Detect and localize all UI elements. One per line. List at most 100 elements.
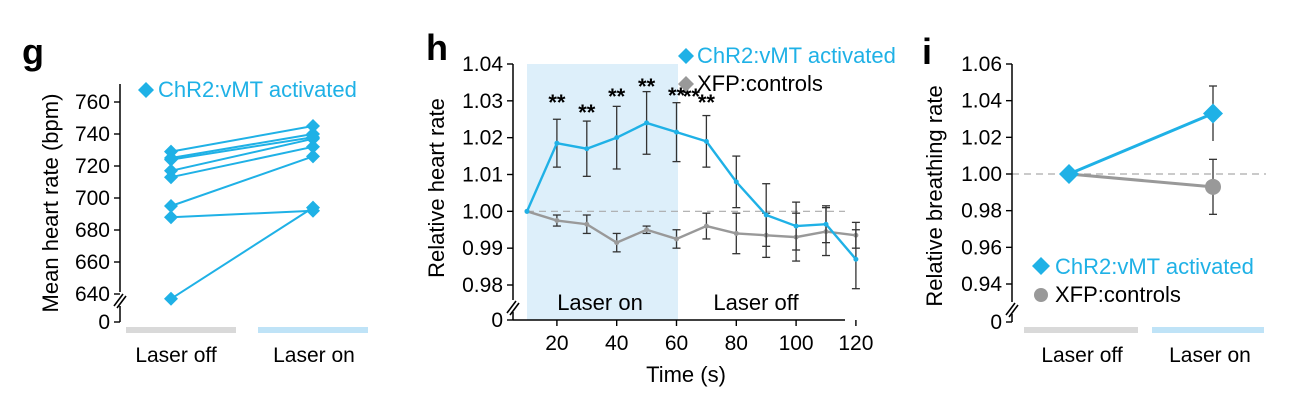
data-point — [164, 291, 178, 306]
y-axis-label: Relative heart rate — [424, 98, 449, 278]
series-line-chr2 — [1068, 112, 1214, 176]
significance-marker: ** — [638, 74, 656, 99]
legend-label-chr2: ChR2:vMT activated — [158, 77, 357, 102]
data-point — [164, 210, 178, 225]
y-tick-label: 0 — [98, 311, 110, 334]
data-point — [823, 221, 829, 227]
x-tick-label: 100 — [779, 332, 814, 355]
y-tick-label: 1.00 — [961, 163, 1002, 186]
laser-on-bar — [1152, 327, 1264, 333]
x-tick-label: 80 — [725, 332, 748, 355]
data-point — [674, 236, 679, 242]
data-point — [306, 139, 320, 154]
y-tick-label: 1.06 — [961, 53, 1002, 76]
y-tick-label: 1.00 — [462, 200, 503, 223]
data-point — [164, 199, 178, 213]
data-point — [733, 230, 739, 236]
x-tick-label: 40 — [605, 332, 628, 355]
legend-marker-xfp — [678, 76, 694, 92]
axis-break-mark — [506, 300, 520, 316]
y-tick-label: 0.98 — [462, 274, 503, 297]
data-point — [306, 119, 320, 133]
panel-letter-h: h — [426, 27, 448, 68]
y-axis-label: Relative breathing rate — [922, 85, 947, 306]
data-point — [306, 131, 320, 146]
data-point — [584, 221, 590, 227]
legend-label-chr2: ChR2:vMT activated — [1055, 254, 1254, 279]
data-point — [733, 179, 739, 185]
legend-label-xfp: XFP:controls — [697, 71, 823, 96]
data-point — [703, 223, 709, 229]
data-point — [644, 227, 650, 233]
x-category-label: Laser on — [273, 344, 355, 367]
data-point-chr2 — [1203, 103, 1223, 124]
data-point — [853, 256, 859, 262]
legend-marker-chr2 — [138, 82, 154, 98]
data-point — [674, 129, 679, 135]
y-tick-label: 1.03 — [462, 90, 503, 113]
data-point-xfp — [1205, 178, 1221, 195]
legend-marker-chr2 — [1032, 257, 1050, 275]
paired-line — [170, 206, 314, 300]
paired-line — [170, 137, 314, 172]
y-tick-label: 1.02 — [961, 126, 1002, 149]
laser-on-bar — [258, 327, 368, 333]
series-line-xfp — [1068, 172, 1214, 189]
y-axis-label: Mean heart rate (bpm) — [38, 94, 63, 313]
y-tick-label: 0.96 — [961, 236, 1002, 259]
y-tick-label: 1.04 — [961, 90, 1002, 113]
region-label-laser-off: Laser off — [713, 290, 799, 315]
x-category-label: Laser on — [1169, 344, 1251, 367]
paired-line — [170, 125, 314, 153]
y-tick-label: 740 — [75, 123, 110, 146]
y-tick-label: 720 — [75, 155, 110, 178]
laser-off-bar — [126, 327, 236, 333]
data-point — [306, 200, 320, 215]
series-line — [525, 121, 857, 260]
significance-marker: ** — [578, 100, 596, 125]
legend-label-chr2: ChR2:vMT activated — [697, 43, 896, 68]
paired-line — [170, 145, 314, 179]
data-point — [614, 240, 620, 246]
y-tick-label: 700 — [75, 187, 110, 210]
data-point — [164, 170, 178, 185]
data-point — [164, 152, 178, 167]
y-tick-label: 0 — [491, 309, 503, 332]
significance-marker: ** — [668, 83, 686, 108]
data-point — [793, 223, 799, 229]
panel-h-chart: 0 0.98 0.99 1.00 1.01 1.02 1.03 1.04 20 40 60 80 100… — [424, 43, 896, 387]
x-category-label: Laser off — [1041, 344, 1122, 367]
series-line — [526, 210, 857, 244]
significance-marker: ** — [608, 84, 626, 109]
data-point — [763, 212, 769, 218]
paired-line — [170, 155, 314, 207]
y-tick-label: 760 — [75, 91, 110, 114]
data-point-chr2 — [1059, 164, 1079, 184]
panel-i-chart: 0 0.94 0.96 0.98 1.00 1.02 1.04 1.06 Relative br… — [922, 53, 1266, 367]
y-tick-label: 0.94 — [961, 273, 1002, 296]
axis-break-mark — [1005, 302, 1019, 318]
axis-break-mark — [113, 293, 127, 309]
data-point — [584, 146, 590, 152]
legend-marker-chr2 — [678, 48, 694, 64]
y-tick-label: 640 — [75, 283, 110, 306]
significance-marker: ** — [698, 90, 716, 115]
legend-marker-xfp — [1034, 288, 1048, 302]
y-tick-label: 0 — [990, 311, 1002, 334]
x-axis-label: Time (s) — [646, 362, 726, 387]
y-tick-label: 680 — [75, 219, 110, 242]
significance-marker: ** — [548, 90, 566, 115]
y-tick-label: 660 — [75, 251, 110, 274]
panel-letter-i: i — [922, 31, 932, 72]
y-tick-label: 1.02 — [462, 127, 503, 150]
x-tick-label: 120 — [838, 332, 873, 355]
panel-letter-g: g — [22, 31, 44, 72]
data-point — [644, 120, 650, 126]
paired-line — [170, 209, 314, 219]
x-tick-label: 60 — [665, 332, 688, 355]
data-point — [614, 135, 620, 141]
data-point — [703, 138, 709, 144]
y-tick-label: 0.99 — [462, 237, 503, 260]
paired-line — [170, 136, 314, 161]
